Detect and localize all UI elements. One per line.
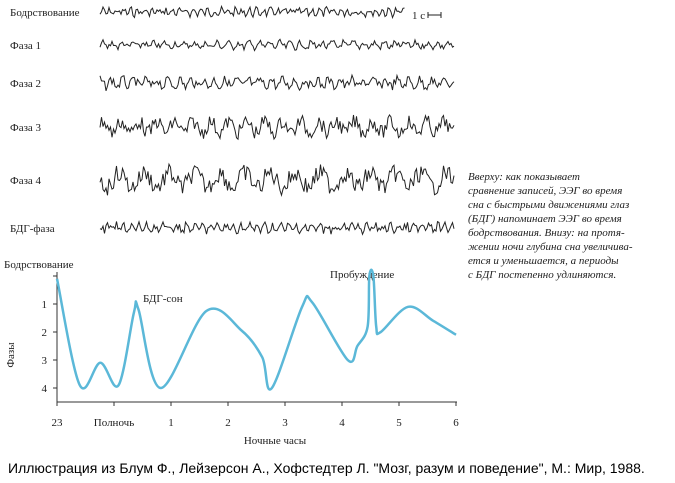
scale-label: 1 с (412, 10, 425, 22)
eeg-trace (99, 73, 455, 92)
eeg-trace (99, 113, 455, 141)
eeg-trace (99, 219, 455, 236)
annotation: Пробуждение (330, 269, 394, 281)
caption-line: Вверху: как показывает (468, 171, 580, 183)
x-tick-label: 23 (52, 417, 64, 429)
eeg-trace (99, 4, 405, 20)
x-tick-label: 6 (453, 417, 459, 429)
scale-bar (427, 12, 442, 18)
caption-line: жении ночи глубина сна увеличива- (468, 241, 633, 253)
eeg-label: Фаза 1 (10, 40, 41, 52)
x-tick-label: 4 (339, 417, 345, 429)
y-tick-label: 1 (42, 299, 48, 311)
caption-line: с БДГ постепенно удлиняются. (468, 269, 616, 281)
y-tick-label: 2 (42, 327, 48, 339)
x-tick-label: Полночь (94, 417, 134, 429)
caption-line: (БДГ) напоминает ЭЭГ во время (468, 213, 622, 225)
y-tick-label: 3 (42, 355, 48, 367)
x-tick-label: 3 (282, 417, 288, 429)
x-tick-label: 2 (225, 417, 231, 429)
y-tick-label: 4 (42, 383, 48, 395)
x-tick-label: 1 (168, 417, 174, 429)
caption-line: сравнение записей, ЭЭГ во время (468, 185, 622, 197)
y-axis-label: Фазы (5, 342, 17, 368)
eeg-trace (99, 162, 455, 198)
credit: Иллюстрация из Блум Ф., Лейзерсон А., Хо… (8, 460, 645, 476)
caption-line: ется и уменьшается, а периоды (468, 255, 619, 267)
eeg-label: Фаза 2 (10, 78, 41, 90)
caption-line: бодрствования. Внизу: на протя- (468, 227, 625, 239)
eeg-label: Фаза 4 (10, 175, 42, 187)
eeg-label: Бодрствование (10, 7, 80, 19)
x-tick-label: 5 (396, 417, 402, 429)
y-tick-label: Бодрствование (4, 259, 74, 271)
eeg-label: Фаза 3 (10, 122, 42, 134)
annotation: БДГ-сон (143, 293, 183, 305)
eeg-label: БДГ-фаза (10, 223, 55, 235)
eeg-trace (99, 38, 455, 52)
x-axis-label: Ночные часы (244, 435, 307, 447)
sleep-curve (55, 268, 457, 391)
caption-line: сна с быстрыми движениями глаз (468, 199, 629, 211)
